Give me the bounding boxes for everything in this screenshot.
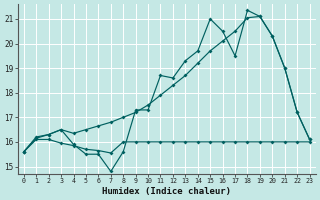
X-axis label: Humidex (Indice chaleur): Humidex (Indice chaleur) — [102, 187, 231, 196]
